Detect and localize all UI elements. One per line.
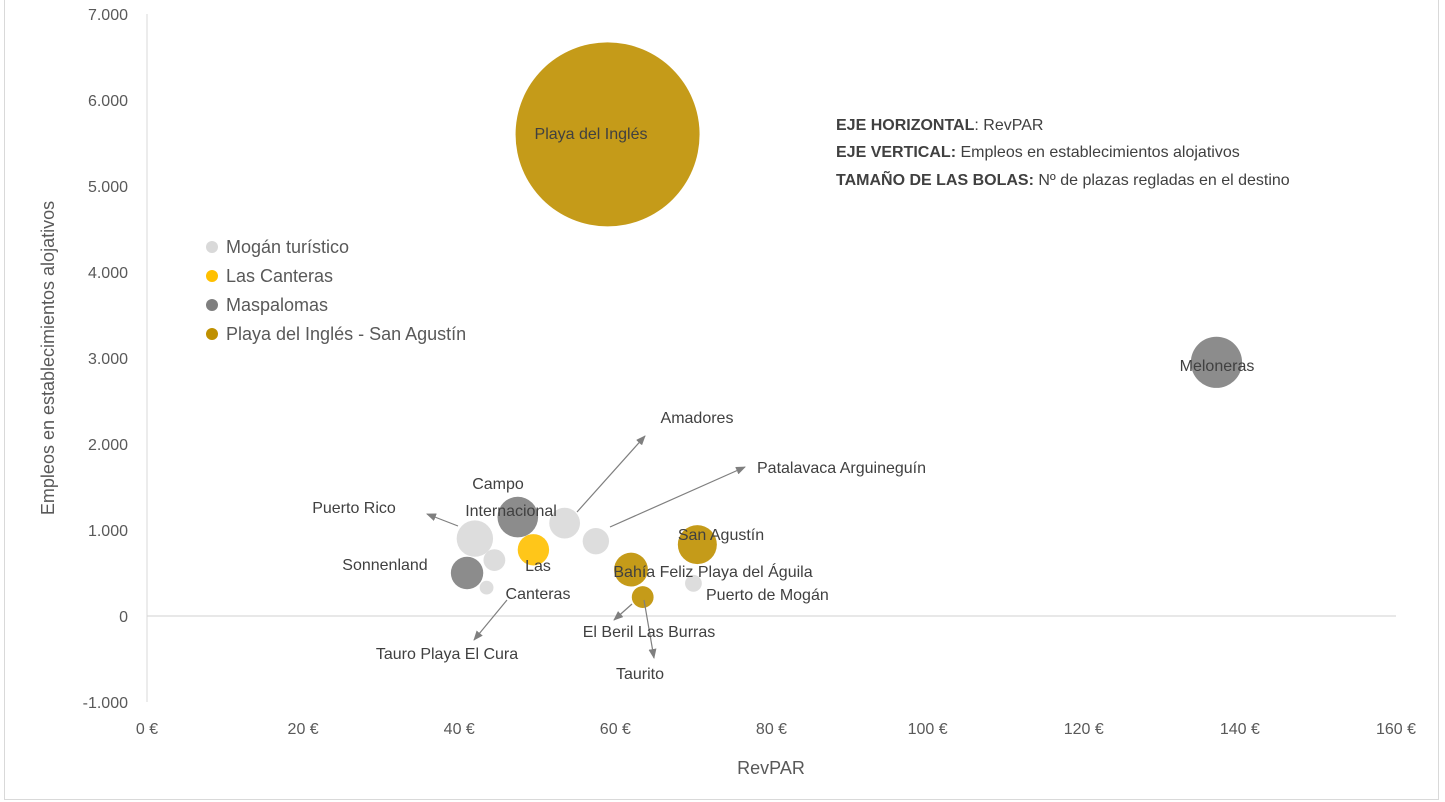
bubble-playa-del-ingles	[515, 42, 700, 227]
bubble-puerto-de-mogan	[685, 574, 702, 592]
note-line-3: TAMAÑO DE LAS BOLAS: Nº de plazas reglad…	[836, 169, 1290, 189]
bubble-campo-internacional	[497, 496, 539, 538]
label-patalavaca: Patalavaca Arguineguín	[757, 460, 926, 477]
x-tick-label: 100 €	[908, 721, 948, 738]
label-meloneras: Meloneras	[1180, 358, 1255, 375]
y-tick-label: 7.000	[88, 7, 128, 24]
bubble-las-canteras	[517, 534, 550, 566]
label-taurito: Taurito	[616, 666, 664, 683]
y-tick-label: 6.000	[88, 93, 128, 110]
y-tick-label: 4.000	[88, 265, 128, 282]
x-tick-label: 40 €	[444, 721, 475, 738]
legend-label: Playa del Inglés - San Agustín	[226, 324, 466, 344]
label-sonnenland: Sonnenland	[342, 557, 427, 574]
arrow-el-beril	[613, 603, 633, 621]
arrow-taurito	[643, 599, 657, 659]
x-tick-label: 20 €	[288, 721, 319, 738]
legend-label: Las Canteras	[226, 266, 333, 286]
bubble-meloneras	[1190, 336, 1243, 388]
y-tick-labels: -1.000 0 1.000 2.000 3.000 4.000 5.000 6.000 7.0…	[83, 7, 128, 712]
x-tick-label: 80 €	[756, 721, 787, 738]
x-tick-label: 0 €	[136, 721, 158, 738]
chart-frame	[4, 0, 1439, 800]
y-tick-label: 0	[119, 609, 128, 626]
bubble-san-agustin	[677, 525, 717, 565]
arrow-puerto-rico	[426, 513, 459, 527]
y-axis-title: Empleos en establecimientos alojativos	[38, 201, 58, 515]
note-line-1: EJE HORIZONTAL: RevPAR	[836, 117, 1043, 134]
label-bahia-feliz: Bahía Feliz Playa del Águila	[613, 562, 812, 581]
label-tauro: Tauro Playa El Cura	[376, 646, 518, 663]
legend-marker	[206, 270, 218, 282]
x-tick-labels: 0 € 20 € 40 € 60 € 80 € 100 € 120 € 140 € 160 €	[136, 721, 1416, 738]
point-labels: Playa del Inglés Meloneras Amadores Pata…	[312, 126, 1254, 683]
y-tick-label: 3.000	[88, 351, 128, 368]
legend-marker	[206, 299, 218, 311]
label-campo-internacional-2: Internacional	[465, 503, 557, 520]
bubble-puerto-rico	[456, 520, 494, 557]
label-las-canteras-2: Canteras	[506, 586, 571, 603]
bubbles	[450, 42, 1243, 608]
legend-marker	[206, 241, 218, 253]
y-tick-label: 5.000	[88, 179, 128, 196]
y-tick-label: 2.000	[88, 437, 128, 454]
arrow-patalavaca	[609, 466, 746, 528]
arrow-amadores	[576, 435, 646, 513]
legend-label: Mogán turístico	[226, 237, 349, 257]
x-tick-label: 120 €	[1064, 721, 1104, 738]
axis-explanation-note: EJE HORIZONTAL: RevPAR EJE VERTICAL: Emp…	[836, 117, 1290, 189]
label-san-agustin: San Agustín	[678, 527, 764, 544]
bubble-sonnenland	[450, 556, 484, 590]
label-las-canteras-1: Las	[525, 558, 551, 575]
note-line-2: EJE VERTICAL: Empleos en establecimiento…	[836, 144, 1240, 161]
bubble-taurito	[479, 580, 494, 595]
legend: Mogán turístico Las Canteras Maspalomas Pla…	[206, 237, 466, 344]
legend-label: Maspalomas	[226, 295, 328, 315]
label-amadores: Amadores	[661, 410, 734, 427]
y-tick-label: 1.000	[88, 523, 128, 540]
label-campo-internacional-1: Campo	[472, 476, 524, 493]
bubble-patalavaca-arguineguin	[582, 527, 610, 555]
bubble-el-beril-las-burras	[631, 586, 654, 608]
bubble-bahia-feliz-playa-del-aguila	[614, 552, 648, 587]
x-tick-label: 160 €	[1376, 721, 1416, 738]
x-axis-title: RevPAR	[737, 758, 805, 778]
bubble-tauro-playa-el-cura	[483, 549, 506, 571]
x-tick-label: 140 €	[1220, 721, 1260, 738]
legend-marker	[206, 328, 218, 340]
arrow-tauro	[473, 599, 508, 641]
label-el-beril: El Beril Las Burras	[583, 624, 716, 641]
label-puerto-de-mogan: Puerto de Mogán	[706, 587, 829, 604]
x-tick-label: 60 €	[600, 721, 631, 738]
leader-arrows	[426, 435, 746, 659]
label-playa-del-ingles: Playa del Inglés	[535, 126, 648, 143]
bubble-amadores	[549, 507, 581, 539]
y-tick-label: -1.000	[83, 695, 128, 712]
label-puerto-rico: Puerto Rico	[312, 500, 396, 517]
